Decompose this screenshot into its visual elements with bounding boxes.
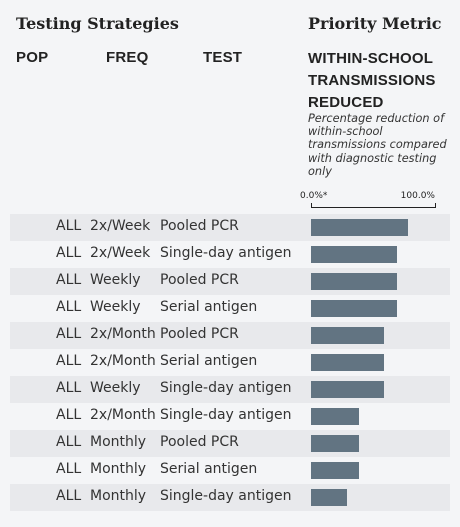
table-row: ALL Monthly Serial antigen xyxy=(10,457,450,484)
table-row: ALL 2x/Month Serial antigen xyxy=(10,349,450,376)
x-axis: 0.0%* 100.0% xyxy=(300,191,445,211)
test-cell: Pooled PCR xyxy=(160,218,239,234)
test-cell: Pooled PCR xyxy=(160,272,239,288)
test-cell: Pooled PCR xyxy=(160,326,239,342)
frequency-cell: Monthly xyxy=(90,434,147,450)
bar-transmissions-reduced xyxy=(311,300,397,317)
test-cell: Single-day antigen xyxy=(160,407,292,423)
metric-description: Percentage reduction of within-school tr… xyxy=(308,112,447,178)
axis-line xyxy=(311,207,435,208)
bar-transmissions-reduced xyxy=(311,435,360,452)
table-row: ALL 2x/Month Single-day antigen xyxy=(10,403,450,430)
column-header-test: TEST xyxy=(203,49,243,66)
frequency-cell: 2x/Month xyxy=(90,353,156,369)
frequency-cell: Monthly xyxy=(90,488,147,504)
table-row: ALL Monthly Single-day antigen xyxy=(10,484,450,511)
section-title: Testing Strategies xyxy=(16,14,179,33)
axis-tick-max xyxy=(435,203,436,208)
bar-transmissions-reduced xyxy=(311,462,360,479)
table-row: ALL 2x/Month Pooled PCR xyxy=(10,322,450,349)
test-cell: Pooled PCR xyxy=(160,434,239,450)
axis-max-label: 100.0% xyxy=(400,191,435,201)
pop-cell: ALL xyxy=(56,353,82,369)
table-row: ALL Monthly Pooled PCR xyxy=(10,430,450,457)
frequency-cell: 2x/Month xyxy=(90,407,156,423)
pop-cell: ALL xyxy=(56,407,82,423)
frequency-cell: Weekly xyxy=(90,380,141,396)
frequency-cell: Weekly xyxy=(90,299,141,315)
test-cell: Single-day antigen xyxy=(160,488,292,504)
bar-transmissions-reduced xyxy=(311,327,385,344)
test-cell: Serial antigen xyxy=(160,299,258,315)
pop-cell: ALL xyxy=(56,272,82,288)
bar-transmissions-reduced xyxy=(311,381,385,398)
pop-cell: ALL xyxy=(56,380,82,396)
table-row: ALL 2x/Week Single-day antigen xyxy=(10,241,450,268)
pop-cell: ALL xyxy=(56,461,82,477)
test-cell: Single-day antigen xyxy=(160,380,292,396)
bar-transmissions-reduced xyxy=(311,273,397,290)
table-row: ALL Weekly Serial antigen xyxy=(10,295,450,322)
frequency-cell: Weekly xyxy=(90,272,141,288)
pop-cell: ALL xyxy=(56,488,82,504)
strategy-table: ALL 2x/Week Pooled PCR ALL 2x/Week Single-day… xyxy=(10,214,450,511)
column-header-pop: POP xyxy=(16,49,49,66)
frequency-cell: 2x/Month xyxy=(90,326,156,342)
metric-section-title: Priority Metric xyxy=(308,14,442,33)
pop-cell: ALL xyxy=(56,326,82,342)
test-cell: Single-day antigen xyxy=(160,245,292,261)
bar-transmissions-reduced xyxy=(311,246,397,263)
bar-transmissions-reduced xyxy=(311,219,408,236)
frequency-cell: Monthly xyxy=(90,461,147,477)
pop-cell: ALL xyxy=(56,434,82,450)
column-header-freq: FREQ xyxy=(106,49,149,66)
test-cell: Serial antigen xyxy=(160,461,258,477)
pop-cell: ALL xyxy=(56,299,82,315)
axis-min-label: 0.0%* xyxy=(300,191,328,201)
table-row: ALL Weekly Single-day antigen xyxy=(10,376,450,403)
frequency-cell: 2x/Week xyxy=(90,218,151,234)
bar-transmissions-reduced xyxy=(311,408,360,425)
table-row: ALL 2x/Week Pooled PCR xyxy=(10,214,450,241)
table-row: ALL Weekly Pooled PCR xyxy=(10,268,450,295)
axis-tick-min xyxy=(311,203,312,208)
frequency-cell: 2x/Week xyxy=(90,245,151,261)
bar-transmissions-reduced xyxy=(311,489,347,506)
bar-transmissions-reduced xyxy=(311,354,385,371)
pop-cell: ALL xyxy=(56,245,82,261)
test-cell: Serial antigen xyxy=(160,353,258,369)
metric-name: WITHIN-SCHOOL TRANSMISSIONS REDUCED xyxy=(308,50,436,111)
pop-cell: ALL xyxy=(56,218,82,234)
